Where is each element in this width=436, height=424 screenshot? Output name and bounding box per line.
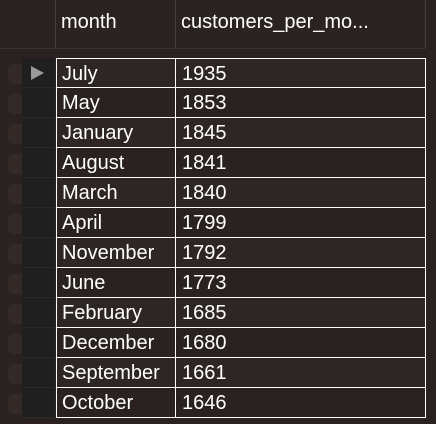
- table-row[interactable]: August 1841: [0, 148, 436, 178]
- row-header-gutter: [0, 0, 55, 48]
- row-header-cell[interactable]: [22, 178, 55, 208]
- cell-month[interactable]: October: [56, 388, 175, 418]
- cell-customers-per-month[interactable]: 1845: [175, 118, 426, 148]
- cell-customers-per-month[interactable]: 1853: [175, 88, 426, 118]
- row-header-cell[interactable]: [22, 388, 55, 418]
- row-header-cell[interactable]: [22, 358, 55, 388]
- grid-right-edge: [426, 0, 436, 424]
- cell-customers-per-month[interactable]: 1661: [175, 358, 426, 388]
- table-row[interactable]: July 1935: [0, 58, 436, 88]
- row-edge-shadow: [8, 304, 22, 324]
- cell-month[interactable]: April: [56, 208, 175, 238]
- cell-month[interactable]: September: [56, 358, 175, 388]
- header-divider: [425, 0, 426, 48]
- table-row[interactable]: June 1773: [0, 268, 436, 298]
- row-header-cell[interactable]: [22, 268, 55, 298]
- cell-customers-per-month[interactable]: 1841: [175, 148, 426, 178]
- cell-customers-per-month[interactable]: 1685: [175, 298, 426, 328]
- table-row[interactable]: October 1646: [0, 388, 436, 418]
- table-row[interactable]: November 1792: [0, 238, 436, 268]
- table-row[interactable]: January 1845: [0, 118, 436, 148]
- row-header-cell[interactable]: [22, 328, 55, 358]
- row-edge-shadow: [8, 184, 22, 204]
- cell-customers-per-month[interactable]: 1773: [175, 268, 426, 298]
- table-row[interactable]: March 1840: [0, 178, 436, 208]
- cell-customers-per-month[interactable]: 1799: [175, 208, 426, 238]
- header-divider: [175, 0, 176, 48]
- row-edge-shadow: [8, 274, 22, 294]
- cell-month[interactable]: January: [56, 118, 175, 148]
- row-edge-shadow: [8, 364, 22, 384]
- column-header-customers-per-month[interactable]: customers_per_mo...: [181, 11, 369, 33]
- column-header-row: month customers_per_mo...: [0, 0, 436, 49]
- row-edge-shadow: [8, 64, 22, 84]
- cell-month[interactable]: August: [56, 148, 175, 178]
- table-row[interactable]: May 1853: [0, 88, 436, 118]
- table-row[interactable]: April 1799: [0, 208, 436, 238]
- cell-customers-per-month[interactable]: 1792: [175, 238, 426, 268]
- row-edge-shadow: [8, 214, 22, 234]
- cell-customers-per-month[interactable]: 1646: [175, 388, 426, 418]
- header-divider: [55, 0, 56, 48]
- row-edge-shadow: [8, 154, 22, 174]
- row-edge-shadow: [8, 124, 22, 144]
- row-edge-shadow: [8, 244, 22, 264]
- cell-month[interactable]: November: [56, 238, 175, 268]
- table-row[interactable]: September 1661: [0, 358, 436, 388]
- cell-month[interactable]: February: [56, 298, 175, 328]
- cell-customers-per-month[interactable]: 1935: [175, 58, 426, 88]
- row-header-cell[interactable]: [22, 148, 55, 178]
- cell-month[interactable]: March: [56, 178, 175, 208]
- row-header-cell[interactable]: [22, 238, 55, 268]
- row-header-cell[interactable]: [22, 298, 55, 328]
- cell-month[interactable]: June: [56, 268, 175, 298]
- row-header-cell[interactable]: [22, 118, 55, 148]
- cell-customers-per-month[interactable]: 1840: [175, 178, 426, 208]
- cell-month[interactable]: May: [56, 88, 175, 118]
- table-row[interactable]: December 1680: [0, 328, 436, 358]
- row-header-cell[interactable]: [22, 88, 55, 118]
- row-edge-shadow: [8, 94, 22, 114]
- cell-month[interactable]: July: [56, 58, 175, 88]
- row-edge-shadow: [8, 334, 22, 354]
- table-row[interactable]: February 1685: [0, 298, 436, 328]
- play-triangle-icon: [31, 66, 44, 80]
- column-header-month[interactable]: month: [61, 11, 117, 33]
- row-header-cell[interactable]: [22, 208, 55, 238]
- cell-customers-per-month[interactable]: 1680: [175, 328, 426, 358]
- cell-month[interactable]: December: [56, 328, 175, 358]
- row-edge-shadow: [8, 394, 22, 414]
